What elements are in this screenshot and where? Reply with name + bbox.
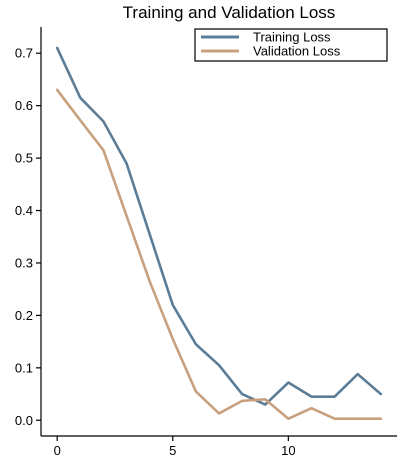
legend-box xyxy=(194,28,388,62)
chart-title: Training and Validation Loss xyxy=(123,3,336,22)
x-tick-label: 5 xyxy=(169,443,176,458)
y-tick-label: 0.5 xyxy=(15,151,33,166)
y-tick-label: 0.4 xyxy=(15,203,33,218)
series xyxy=(55,46,383,421)
ticks: 0.0 0.1 0.2 0.3 0.4 0.5 0.6 0.7 0 5 10 xyxy=(15,46,296,458)
validation-loss-line xyxy=(55,88,383,421)
x-tick-label: 0 xyxy=(54,443,61,458)
y-tick-label: 0.6 xyxy=(15,98,33,113)
legend-label-training-loss: Training Loss xyxy=(253,30,331,45)
y-tick-label: 0.1 xyxy=(15,360,33,375)
y-tick-label: 0.3 xyxy=(15,255,33,270)
x-tick-label: 10 xyxy=(281,443,295,458)
training-loss-line xyxy=(55,46,383,406)
y-tick-label: 0.0 xyxy=(15,413,33,428)
legend-label-validation-loss: Validation Loss xyxy=(253,44,341,59)
y-tick-label: 0.7 xyxy=(15,46,33,61)
y-tick-label: 0.2 xyxy=(15,308,33,323)
axes xyxy=(40,27,397,437)
